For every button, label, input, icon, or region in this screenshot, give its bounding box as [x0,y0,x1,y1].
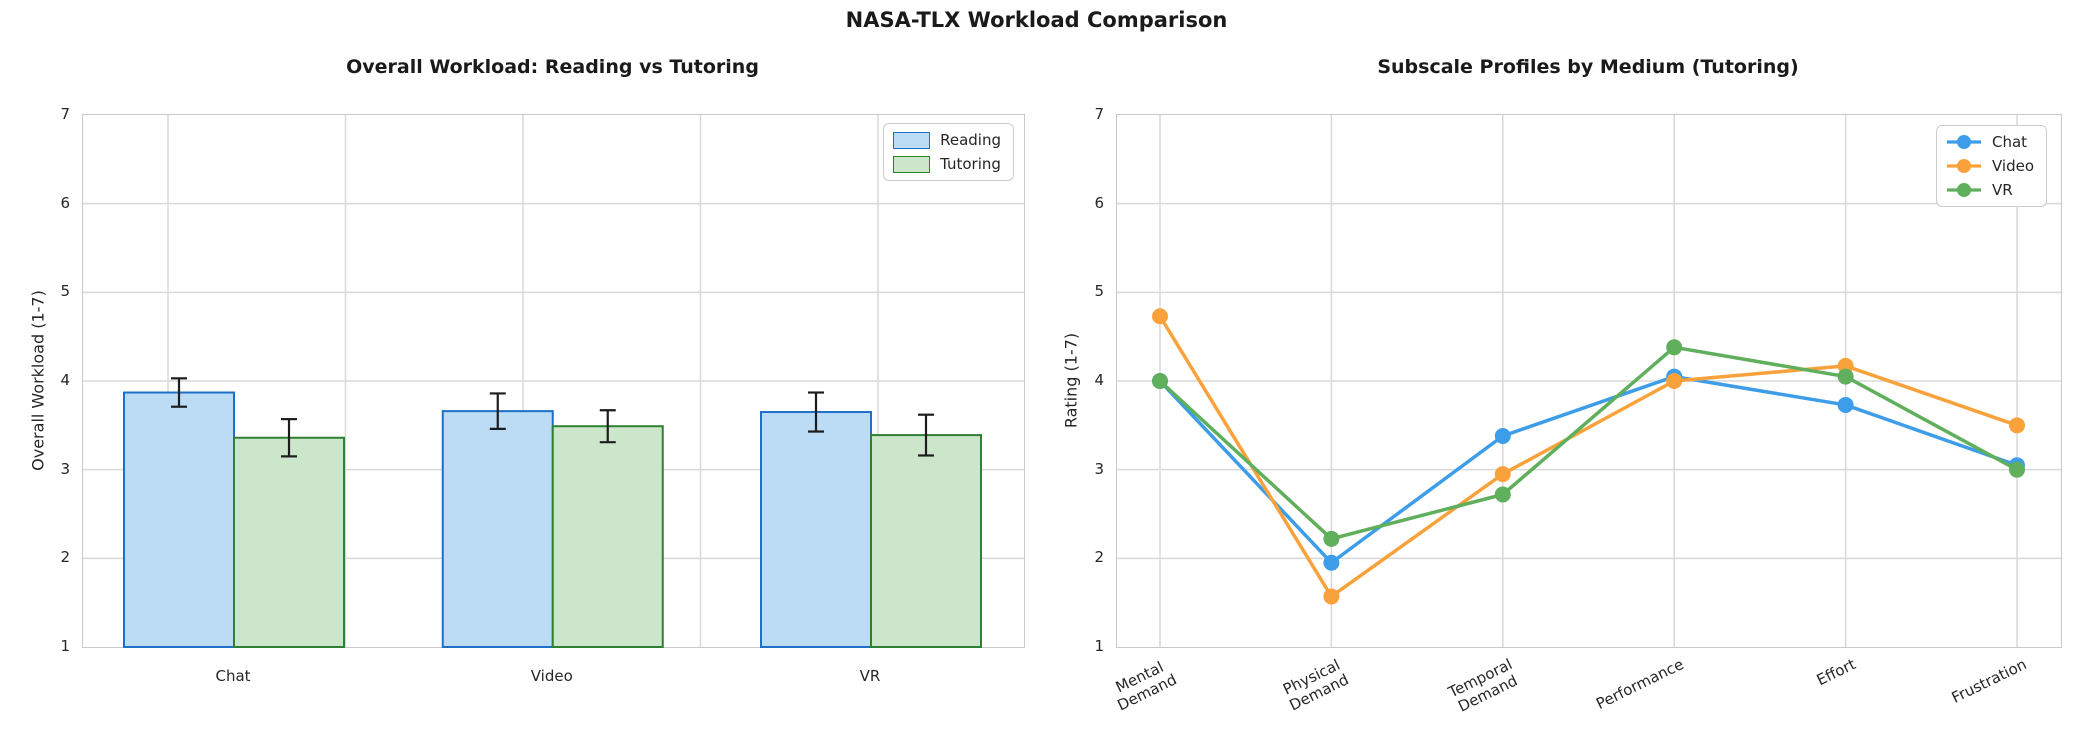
legend-item-tutoring: Tutoring [893,155,1001,173]
bar-chat-reading [123,391,235,648]
x-tick-label-performance: Performance [1593,655,1687,713]
y-tick-label: 5 [1094,282,1104,301]
errorbar-video-tutoring [599,409,616,444]
errorbar-vr-tutoring [918,413,934,457]
point-vr-frustration [2009,461,2025,478]
x-tick-label-vr: VR [859,667,881,685]
y-tick-label: 2 [60,548,70,567]
y-tick-label: 7 [60,105,70,123]
x-tick-label-physical-demand: Physical Demand [1279,655,1352,715]
point-chat-physical-demand [1323,554,1340,571]
x-tick-label-effort: Effort [1813,655,1859,690]
point-chat-temporal-demand [1494,427,1511,444]
x-tick-label-frustration: Frustration [1948,655,2030,707]
point-video-temporal-demand [1494,466,1511,483]
line-vr [1158,345,2019,541]
tutoring-swatch-icon [893,155,931,173]
plot-area [1117,115,2061,647]
line-chat [1158,374,2019,565]
y-tick-label: 3 [1094,459,1104,478]
figure-title: NASA-TLX Workload Comparison [845,8,1228,32]
x-tick-label-video: Video [530,667,573,685]
line-chart-axes [1116,114,2062,648]
point-vr-performance [1666,339,1683,356]
y-tick-label: 6 [1094,193,1104,212]
reading-swatch-icon [893,131,931,149]
errorbar-chat-reading [171,377,187,408]
bar-vr-reading [760,411,872,648]
point-vr-effort [1837,368,1854,385]
point-video-performance [1666,373,1683,389]
y-tick-label: 1 [60,637,70,655]
point-chat-effort [1837,396,1854,413]
line-chart-legend: Chat Video VR [1935,125,2047,207]
x-tick-label-chat: Chat [215,667,251,685]
point-vr-temporal-demand [1494,486,1511,503]
plot-area [83,115,1024,648]
x-tick-label-temporal-demand: Temporal Demand [1445,655,1521,716]
video-line-marker-icon [1946,159,1981,173]
y-tick-label: 4 [1094,371,1104,389]
legend-item-vr: VR [1946,181,2034,199]
x-tick-label-mental-demand: Mental Demand [1113,657,1180,715]
legend-item-chat: Chat [1946,133,2034,151]
left-plot-title: Overall Workload: Reading vs Tutoring [346,56,759,78]
vr-line-marker-icon [1946,183,1981,197]
bar-chart-axes [82,114,1025,648]
legend-label-vr: VR [1991,181,2013,199]
chat-line-marker-icon [1946,135,1981,149]
errorbar-vr-reading [808,391,824,433]
bar-chart-legend: Reading Tutoring [883,123,1014,181]
right-plot-title: Subscale Profiles by Medium (Tutoring) [1377,56,1799,78]
y-tick-label: 4 [60,371,70,389]
bar-chat-tutoring [233,436,345,648]
legend-item-video: Video [1946,157,2034,175]
legend-label-reading: Reading [940,131,1001,149]
y-tick-label: 1 [1094,637,1104,655]
errorbar-chat-tutoring [281,418,297,458]
legend-label-chat: Chat [1991,133,2028,151]
legend-label-tutoring: Tutoring [940,155,1001,173]
bar-video-tutoring [551,425,664,648]
errorbar-video-reading [489,392,506,430]
y-tick-label: 7 [1094,105,1104,123]
point-vr-mental-demand [1152,373,1168,389]
line-video [1158,314,2019,599]
legend-item-reading: Reading [893,131,1001,149]
bar-video-reading [441,410,554,648]
y-tick-label: 6 [60,193,70,212]
y-tick-label: 3 [60,459,70,478]
bar-vr-tutoring [870,434,982,648]
y-tick-label: 5 [60,282,70,301]
point-video-physical-demand [1323,588,1340,605]
point-vr-physical-demand [1323,530,1340,547]
point-video-mental-demand [1152,308,1168,325]
legend-label-video: Video [1991,157,2034,175]
point-video-frustration [2009,417,2025,434]
y-tick-label: 2 [1094,548,1104,567]
